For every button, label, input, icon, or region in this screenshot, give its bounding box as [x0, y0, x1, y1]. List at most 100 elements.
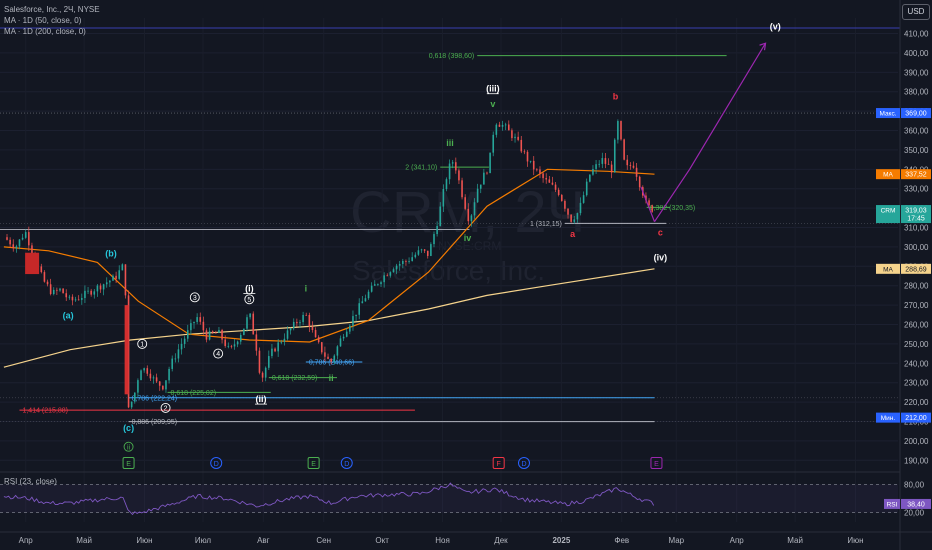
candle-body — [355, 314, 357, 317]
candle-body — [560, 194, 563, 201]
circled-label: 2 — [164, 406, 168, 413]
price-tag-value-box — [901, 108, 931, 119]
candle-body — [174, 358, 177, 360]
candle-body — [130, 401, 133, 408]
candle-body — [573, 219, 576, 222]
candle-body — [193, 321, 195, 324]
candle-body — [183, 338, 186, 344]
candle-body — [483, 172, 485, 185]
y-tick-label: 260,00 — [904, 321, 929, 330]
candle-body — [632, 165, 635, 168]
candle-body — [479, 184, 482, 189]
candle-body — [570, 214, 572, 222]
candle-body — [46, 281, 49, 285]
circled-label-ring — [213, 348, 224, 359]
candle-body — [280, 341, 283, 343]
circled-label-ring — [160, 402, 171, 413]
rsi-tick-label: 20,00 — [904, 509, 925, 518]
candle-body — [121, 264, 124, 271]
candle-body — [246, 317, 248, 329]
candle-body — [536, 169, 538, 171]
candle-body — [236, 341, 239, 345]
candle-body — [31, 245, 33, 255]
price-tag-value: 369,00 — [905, 111, 927, 118]
candle-body — [430, 244, 432, 256]
candle-body — [620, 121, 622, 140]
wave-label: iv — [464, 233, 472, 243]
price-tag-name-box — [876, 412, 900, 423]
candle-body — [171, 358, 173, 369]
candle-body — [501, 124, 504, 127]
candle-body — [243, 328, 245, 335]
wave-label: (v) — [770, 22, 781, 32]
event-marker-label: D — [214, 461, 219, 468]
fib-level-label: 0,786 (240,66) — [309, 360, 355, 367]
rsi-pane: RSI (23, close) — [0, 471, 900, 516]
candle-body — [554, 184, 557, 190]
candle-body — [180, 343, 183, 350]
y-tick-label: 360,00 — [904, 127, 929, 136]
candle-body — [49, 284, 52, 295]
candle-body — [146, 368, 149, 374]
candle-body — [168, 368, 170, 381]
candle-body — [308, 314, 311, 327]
candle-body — [613, 139, 616, 173]
x-tick-label: Май — [76, 536, 92, 545]
event-marker-box — [307, 457, 320, 469]
candle-body — [607, 163, 610, 165]
y-tick-label: 390,00 — [904, 68, 929, 77]
candle-body — [99, 285, 102, 290]
candle-body — [93, 291, 96, 295]
candle-body — [433, 234, 435, 245]
candle-body — [62, 288, 64, 294]
x-tick-label: Май — [787, 536, 803, 545]
candle-body — [81, 298, 83, 300]
candle-body — [102, 284, 105, 290]
candle-body — [6, 237, 8, 240]
fib-level-label: 0,618 (232,59) — [272, 375, 318, 382]
price-tag-value: 288,69 — [905, 266, 927, 273]
price-series-layer — [6, 119, 653, 409]
candle-body — [271, 348, 273, 357]
projection-layer — [640, 42, 767, 223]
wave-label: i — [305, 284, 308, 294]
circled-label-ring — [244, 294, 255, 305]
candle-body — [514, 136, 516, 139]
fib-level-label: 0,886 (209,95) — [132, 419, 178, 426]
fib-levels: 0,618 (398,60) 2 (341,10) 0,382 (320,35) 1 … — [19, 53, 727, 426]
price-tag-value: 337,52 — [905, 172, 927, 179]
x-tick-label: Июл — [195, 536, 212, 545]
candle-body — [458, 170, 460, 181]
candle-body — [645, 195, 647, 201]
candle-body — [165, 380, 167, 390]
candle-body — [221, 329, 223, 340]
currency-button[interactable]: USD — [902, 4, 930, 20]
candle-body — [392, 269, 395, 273]
candle-body — [551, 182, 554, 185]
candle-body — [402, 260, 404, 264]
price-tag-name-box — [876, 263, 900, 274]
candle-body — [598, 163, 600, 165]
circled-label: 4 — [216, 351, 220, 358]
candle-body — [215, 332, 217, 334]
candle-body — [339, 338, 342, 347]
event-marker-label: E — [311, 461, 316, 468]
candle-body — [367, 291, 370, 299]
y-tick-label: 300,00 — [904, 243, 929, 252]
candle-body — [626, 159, 629, 166]
candle-body — [18, 239, 21, 247]
price-tag-value-box — [901, 169, 931, 180]
candle-body — [152, 377, 155, 379]
ma-50-line — [3, 168, 655, 343]
event-marker-label: E — [126, 461, 131, 468]
candle-body — [333, 355, 336, 362]
highlight-box — [25, 252, 40, 275]
candle-body — [227, 345, 230, 347]
projection-line — [654, 42, 767, 223]
candle-body — [317, 337, 320, 343]
price-tag-value-box — [901, 205, 931, 224]
candle-body — [224, 339, 226, 346]
candle-body — [579, 202, 582, 214]
